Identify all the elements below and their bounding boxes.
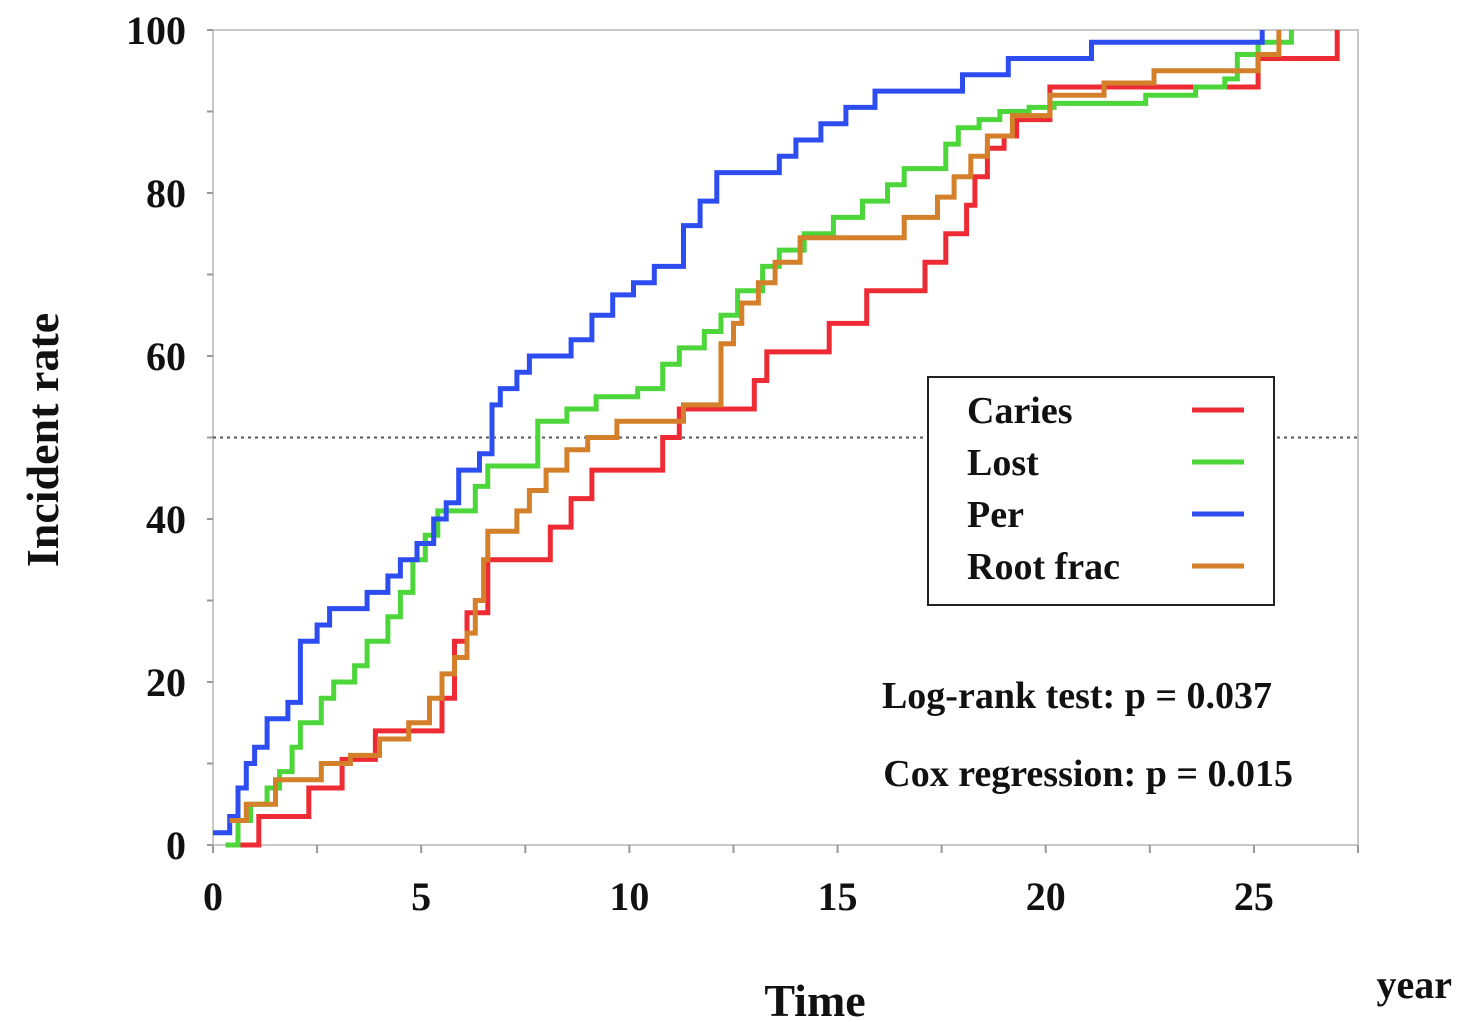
x-tick-label: 25 (1234, 874, 1274, 919)
x-tick-label: 0 (203, 874, 223, 919)
cox-annotation: Cox regression: p = 0.015 (883, 753, 1293, 795)
series-line-root-frac (229, 30, 1282, 823)
x-axis-unit: year (1376, 962, 1452, 1007)
y-tick-label: 80 (146, 171, 186, 216)
legend-label-per: Per (967, 494, 1024, 536)
x-tick-label: 15 (818, 874, 858, 919)
legend-label-root-frac: Root frac (967, 546, 1120, 588)
x-tick-label: 10 (609, 874, 649, 919)
x-tick-label: 20 (1026, 874, 1066, 919)
legend-label-caries: Caries (967, 390, 1073, 432)
series-lines (213, 30, 1340, 848)
y-tick-label: 0 (166, 823, 186, 868)
legend: Caries Lost Per Root frac (927, 376, 1275, 606)
y-axis: 0 20 40 60 80 100 (126, 8, 213, 868)
x-tick-label: 5 (411, 874, 431, 919)
legend-items: Caries Lost Per Root frac (967, 390, 1244, 588)
y-tick-label: 100 (126, 8, 186, 53)
series-line-per (213, 30, 1265, 836)
y-tick-label: 40 (146, 497, 186, 542)
log-rank-annotation: Log-rank test: p = 0.037 (882, 675, 1272, 717)
series-line-lost (225, 30, 1294, 848)
y-axis-title: Incident rate (17, 313, 68, 567)
y-tick-label: 20 (146, 660, 186, 705)
x-axis-title: Time (764, 975, 865, 1022)
legend-label-lost: Lost (967, 442, 1039, 484)
y-tick-label: 60 (146, 334, 186, 379)
x-axis: 0 5 10 15 20 25 (203, 845, 1359, 919)
